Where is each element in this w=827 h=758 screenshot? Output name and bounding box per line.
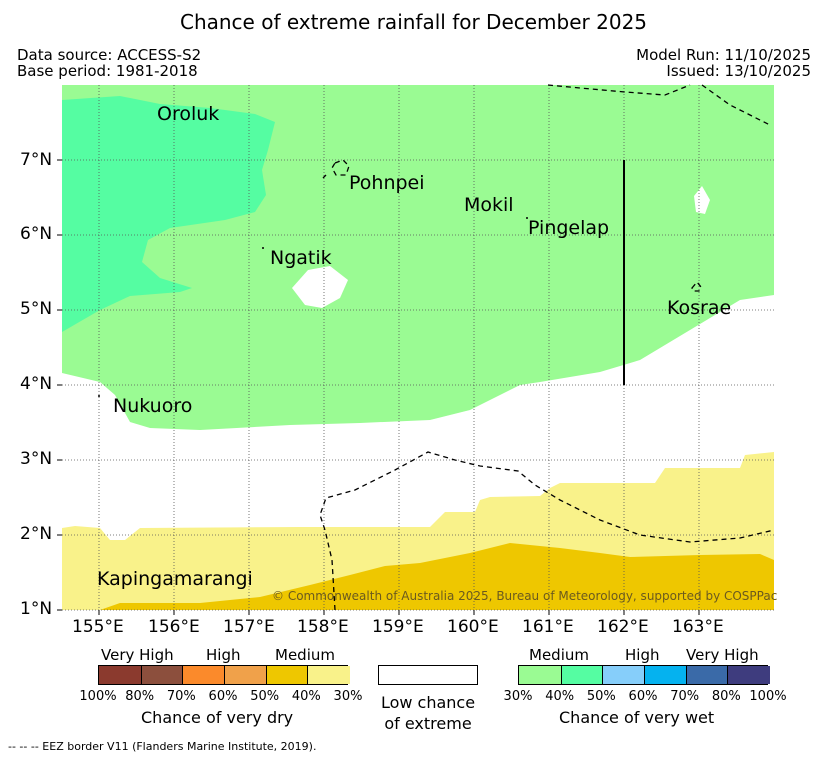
percent-label: 30%	[333, 689, 363, 704]
pingelap-marker	[526, 217, 528, 219]
place-mokil: Mokil	[464, 194, 514, 216]
eez-border-south	[319, 451, 775, 611]
high-wet-region	[62, 96, 275, 332]
percent-label: 100%	[749, 689, 787, 704]
colorbar-segment	[519, 666, 561, 684]
percent-label: 60%	[628, 689, 658, 704]
lon-label-158: 158°E	[297, 617, 349, 637]
percent-label: 60%	[208, 689, 238, 704]
percent-label: 80%	[711, 689, 741, 704]
colorbar-segment	[182, 666, 225, 684]
eez-pohnpei-tick	[322, 174, 327, 179]
percent-label: 50%	[586, 689, 616, 704]
dry-category-high: High	[206, 646, 241, 664]
axis-ticks	[57, 159, 700, 615]
colorbar-segment	[140, 666, 184, 684]
percent-label: 80%	[125, 689, 155, 704]
data-source: Data source: ACCESS-S2	[17, 46, 202, 64]
wet-legend-title: Chance of very wet	[559, 708, 715, 727]
island-markers	[98, 217, 528, 397]
percent-label: 40%	[291, 689, 321, 704]
dry-category-very-high: Very High	[101, 646, 174, 664]
wet-patch-northeast	[545, 85, 774, 145]
dry-colorbar	[98, 665, 350, 685]
lon-label-162: 162°E	[597, 617, 649, 637]
eez-border-north	[547, 84, 691, 96]
high-dry-region	[100, 543, 774, 610]
eez-footnote: -- -- -- EEZ border V11 (Flanders Marine…	[8, 740, 317, 753]
low-chance-line1: Low chance	[380, 693, 476, 712]
colorbar-segment	[307, 666, 350, 684]
percent-label: 40%	[545, 689, 575, 704]
lat-label-6: 6°N	[20, 224, 53, 244]
lat-label-1: 1°N	[20, 599, 53, 619]
wet-category-medium: Medium	[529, 646, 589, 664]
base-period: Base period: 1981-2018	[17, 62, 198, 80]
wet-category-very-high: Very High	[686, 646, 759, 664]
dry-category-medium: Medium	[275, 646, 335, 664]
low-chance-patch-east	[694, 186, 710, 214]
colorbar-segment	[560, 666, 604, 684]
model-run: Model Run: 11/10/2025	[636, 46, 811, 64]
colorbar-segment	[99, 666, 141, 684]
percent-label: 70%	[166, 689, 196, 704]
low-chance-swatch	[378, 665, 478, 685]
colorbar-segment	[602, 666, 645, 684]
place-oroluk: Oroluk	[157, 103, 220, 125]
lon-label-157: 157°E	[223, 617, 275, 637]
place-ngatik: Ngatik	[270, 247, 332, 269]
dry-legend-title: Chance of very dry	[141, 708, 294, 727]
eez-borders	[319, 84, 775, 611]
low-chance-patch-ngatik	[292, 266, 348, 308]
place-pingelap: Pingelap	[528, 217, 610, 239]
map-title: Chance of extreme rainfall for December …	[179, 10, 648, 34]
low-chance-line2: of extreme	[384, 714, 472, 733]
colorbar-segment	[685, 666, 729, 684]
colorbar-segment	[727, 666, 770, 684]
nukuoro-marker	[98, 395, 100, 397]
lon-label-163: 163°E	[672, 617, 724, 637]
lat-label-7: 7°N	[20, 150, 53, 170]
wet-category-high: High	[625, 646, 660, 664]
lon-label-160: 160°E	[447, 617, 499, 637]
lat-label-2: 2°N	[20, 524, 53, 544]
lon-label-159: 159°E	[372, 617, 424, 637]
ngatik-marker	[262, 247, 264, 249]
copyright-notice: © Commonwealth of Australia 2025, Bureau…	[272, 589, 778, 603]
wet-colorbar	[518, 665, 770, 685]
percent-label: 50%	[250, 689, 280, 704]
percent-label: 30%	[503, 689, 533, 704]
lat-label-4: 4°N	[20, 374, 53, 394]
lon-label-155: 155°E	[72, 617, 124, 637]
lat-label-3: 3°N	[20, 449, 53, 469]
place-kapingamarangi: Kapingamarangi	[97, 568, 253, 590]
lon-label-161: 161°E	[522, 617, 574, 637]
percent-label: 100%	[79, 689, 117, 704]
eez-border-northeast	[701, 84, 771, 126]
colorbar-segment	[644, 666, 687, 684]
lat-label-5: 5°N	[20, 299, 53, 319]
issued-date: Issued: 13/10/2025	[666, 62, 811, 80]
place-kosrae: Kosrae	[667, 297, 732, 319]
colorbar-segment	[265, 666, 309, 684]
colorbar-segment	[224, 666, 267, 684]
percent-label: 70%	[670, 689, 700, 704]
lon-label-156: 156°E	[148, 617, 200, 637]
place-pohnpei: Pohnpei	[349, 172, 425, 194]
place-nukuoro: Nukuoro	[113, 395, 193, 417]
